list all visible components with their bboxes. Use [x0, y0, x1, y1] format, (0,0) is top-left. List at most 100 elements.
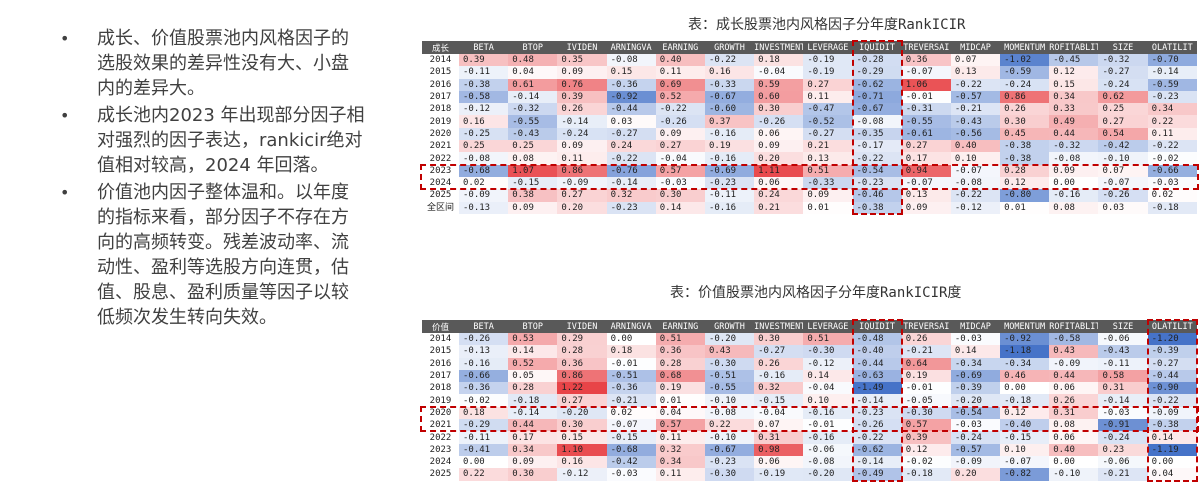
heat-cell: -0.34 — [950, 357, 1001, 370]
heat-cell: 0.86 — [557, 369, 607, 383]
heat-cell: -0.06 — [1098, 455, 1148, 469]
heat-cell: -1.49 — [852, 382, 902, 395]
column-header: MOMENTUM — [1000, 41, 1050, 54]
heat-cell: -0.44 — [852, 357, 902, 370]
heat-cell: 0.44 — [1049, 369, 1099, 383]
heat-cell: 0.30 — [754, 333, 804, 346]
heat-cell: -0.19 — [803, 54, 853, 67]
heat-cell: 0.01 — [803, 201, 853, 214]
heat-cell: 0.00 — [1147, 455, 1197, 469]
heat-cell: 0.09 — [508, 201, 558, 214]
heat-cell: 0.19 — [655, 382, 705, 395]
heat-cell: 0.45 — [1000, 127, 1050, 141]
column-header: TREVERSAI — [901, 41, 951, 54]
heat-cell: -0.59 — [1000, 66, 1050, 79]
heat-cell: 0.27 — [557, 189, 607, 202]
heat-cell: -0.43 — [950, 115, 1001, 128]
heat-cell: -0.22 — [704, 54, 755, 67]
bullet-list: 成长、价值股票池内风格因子的选股效果的差异性没有大、小盘内的差异大。 成长池内2… — [60, 26, 365, 332]
heat-cell: -0.36 — [606, 382, 656, 395]
heat-cell: -0.22 — [852, 152, 902, 165]
column-header: IQUIDIT — [852, 320, 902, 333]
heat-cell: -0.44 — [1147, 369, 1197, 383]
heat-cell: -0.82 — [1000, 468, 1050, 481]
heat-cell: -0.56 — [950, 127, 1001, 141]
data-row: 2016 -0.38 0.61 0.76 -0.36 0.69 -0.33 0.59 0.27-… — [422, 78, 1197, 91]
heat-cell: -0.18 — [1000, 394, 1050, 407]
heat-cell: 0.27 — [655, 140, 705, 153]
header-row: 价值 BETA BTOP IVIDEN ARNINGVA EARNING GROWTH INV… — [422, 320, 1197, 333]
heat-cell: 1.11 — [754, 164, 804, 177]
heat-cell: -0.44 — [606, 103, 656, 116]
heat-cell: 0.03 — [1098, 201, 1148, 214]
heat-cell: -0.02 — [901, 455, 951, 469]
heat-cell: 0.26 — [557, 103, 607, 116]
heat-cell: -0.16 — [1049, 189, 1099, 202]
row-label: 2018 — [422, 382, 459, 395]
column-header: SIZE — [1098, 320, 1148, 333]
bullet: 成长、价值股票池内风格因子的选股效果的差异性没有大、小盘内的差异大。 — [60, 26, 365, 101]
heat-cell: -0.14 — [1098, 394, 1148, 407]
row-label: 2015 — [422, 345, 459, 358]
heat-cell: 0.43 — [704, 345, 755, 358]
heat-cell: -0.27 — [754, 345, 804, 358]
heat-cell: -0.41 — [459, 443, 509, 456]
heat-cell: 0.46 — [1000, 369, 1050, 383]
heat-cell: -0.07 — [606, 419, 656, 432]
heat-cell: -0.14 — [508, 406, 558, 420]
heat-cell: -0.21 — [901, 345, 951, 358]
data-row: 2024 0.02 -0.15 -0.09 -0.14 -0.03 -0.23 0.06 -0.… — [422, 176, 1197, 190]
heat-cell: -0.18 — [1147, 201, 1197, 214]
heat-cell: 0.04 — [508, 66, 558, 79]
heat-cell: 0.09 — [754, 140, 804, 153]
heat-cell: 0.32 — [606, 189, 656, 202]
heat-cell: -0.08 — [459, 152, 509, 165]
heat-cell: -0.23 — [1147, 90, 1197, 104]
heat-cell: -0.28 — [852, 54, 902, 67]
heat-cell: -0.67 — [704, 443, 755, 456]
heat-cell: 0.61 — [508, 78, 558, 91]
heat-cell: 0.52 — [508, 357, 558, 370]
heat-cell: -0.14 — [557, 115, 607, 128]
data-row: 2016 -0.16 0.52 0.36 -0.01 0.28 -0.30 0.26 -0.12… — [422, 357, 1197, 370]
heat-cell: -0.03 — [950, 419, 1001, 432]
heat-cell: -0.08 — [606, 54, 656, 67]
column-header: ARNINGVA — [606, 41, 656, 54]
column-header: IQUIDIT — [852, 41, 902, 54]
column-header: BTOP — [508, 320, 558, 333]
heat-cell: -0.68 — [606, 443, 656, 456]
heat-cell: -0.04 — [803, 382, 853, 395]
heat-cell: 0.40 — [1049, 443, 1099, 456]
heat-cell: 0.57 — [655, 419, 705, 432]
heat-cell: -0.10 — [1098, 152, 1148, 165]
heat-cell: 0.24 — [754, 189, 804, 202]
heat-cell: 1.22 — [557, 382, 607, 395]
heat-cell: -0.03 — [950, 333, 1001, 346]
heat-cell: 0.68 — [655, 369, 705, 383]
heat-cell: -1.20 — [1147, 333, 1197, 346]
heat-cell: -0.42 — [606, 455, 656, 469]
heat-cell: -0.04 — [754, 66, 804, 79]
column-header: BETA — [459, 320, 509, 333]
data-row: 2024 0.00 0.09 0.16 -0.42 0.34 -0.23 0.06 -0.08-… — [422, 455, 1197, 469]
heat-cell: -0.11 — [704, 189, 755, 202]
heat-cell: -0.51 — [704, 369, 755, 383]
row-label: 2019 — [422, 394, 459, 407]
heat-cell: -0.17 — [852, 140, 902, 153]
data-row: 2020 -0.25 -0.43 -0.24 -0.27 0.09 -0.16 0.06 -0.… — [422, 127, 1197, 141]
heat-cell: -0.16 — [803, 406, 853, 420]
heat-cell: -0.26 — [852, 419, 902, 432]
heat-cell: 0.05 — [508, 369, 558, 383]
heat-cell: -0.92 — [606, 90, 656, 104]
data-row: 2025 -0.09 0.38 0.27 0.32 0.30 -0.11 0.24 0.09 -0… — [422, 189, 1197, 202]
heat-cell: 0.13 — [950, 66, 1001, 79]
heat-cell: 0.09 — [508, 455, 558, 469]
row-label: 2022 — [422, 431, 459, 444]
heat-cell: -0.22 — [950, 78, 1001, 91]
heatmap-table: 成长 BETA BTOP IVIDEN ARNINGVA EARNING GROWTH INV… — [422, 41, 1197, 214]
heat-cell: 0.14 — [508, 345, 558, 358]
heat-cell: -0.01 — [901, 90, 951, 104]
heat-cell: -0.80 — [1000, 189, 1050, 202]
heat-cell: 0.35 — [557, 54, 607, 67]
heat-cell: -0.07 — [1000, 455, 1050, 469]
